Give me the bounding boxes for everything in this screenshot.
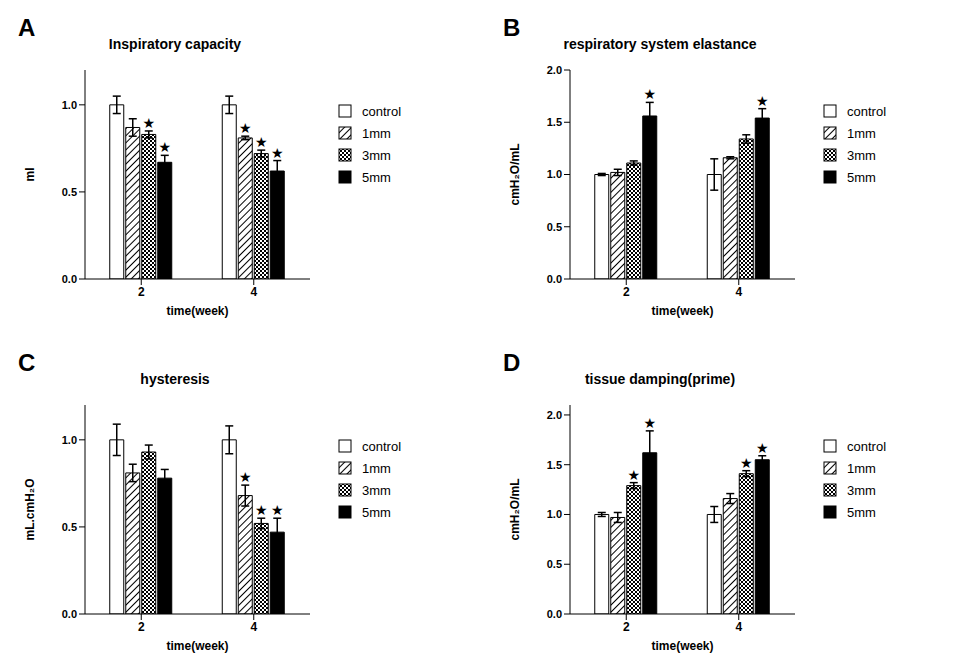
svg-text:2: 2 xyxy=(138,620,145,634)
svg-text:time(week): time(week) xyxy=(651,639,713,653)
svg-text:★: ★ xyxy=(627,467,640,483)
html-text:tissue damping(prime): tissue damping(prime) xyxy=(584,371,736,387)
html-text:5mm: 5mm xyxy=(362,169,391,185)
html-text:Inspiratory capacity: Inspiratory capacity xyxy=(108,36,242,52)
svg-text:0.0: 0.0 xyxy=(547,608,562,620)
svg-text:0.5: 0.5 xyxy=(62,186,77,198)
html-text:5mm: 5mm xyxy=(847,504,876,520)
svg-text:1.0: 1.0 xyxy=(547,508,562,520)
html-text:3mm: 3mm xyxy=(362,147,391,163)
svg-text:★: ★ xyxy=(756,440,769,456)
svg-text:0.0: 0.0 xyxy=(62,608,77,620)
svg-text:2: 2 xyxy=(138,285,145,299)
html-text:control: control xyxy=(847,103,886,119)
svg-text:1.0: 1.0 xyxy=(62,434,77,446)
svg-text:4: 4 xyxy=(250,285,257,299)
html-text:3mm: 3mm xyxy=(362,482,391,498)
html-text:3mm: 3mm xyxy=(847,147,876,163)
svg-text:time(week): time(week) xyxy=(651,304,713,318)
svg-text:★: ★ xyxy=(756,93,769,109)
svg-text:★: ★ xyxy=(255,134,268,150)
svg-text:★: ★ xyxy=(142,115,155,131)
html-text:hysteresis: hysteresis xyxy=(140,371,210,387)
html-text:1mm: 1mm xyxy=(847,125,876,141)
svg-text:★: ★ xyxy=(239,120,252,136)
svg-text:2: 2 xyxy=(623,620,630,634)
svg-text:1.5: 1.5 xyxy=(547,116,562,128)
svg-text:★: ★ xyxy=(740,455,753,471)
html-text:5mm: 5mm xyxy=(847,169,876,185)
svg-text:mL.cmH₂O: mL.cmH₂O xyxy=(23,478,37,540)
html-text:control: control xyxy=(362,438,401,454)
svg-text:2.0: 2.0 xyxy=(547,64,562,76)
svg-text:cmH₂O/mL: cmH₂O/mL xyxy=(508,478,522,540)
svg-text:0.5: 0.5 xyxy=(547,558,562,570)
svg-text:★: ★ xyxy=(271,502,284,518)
html-text:respiratory system elastance: respiratory system elastance xyxy=(563,36,757,52)
svg-text:★: ★ xyxy=(643,415,656,431)
svg-text:1.5: 1.5 xyxy=(547,459,562,471)
svg-text:1.0: 1.0 xyxy=(547,168,562,180)
html-text:1mm: 1mm xyxy=(847,460,876,476)
svg-text:2: 2 xyxy=(623,285,630,299)
svg-text:4: 4 xyxy=(735,285,742,299)
html-text:control: control xyxy=(362,103,401,119)
svg-text:time(week): time(week) xyxy=(166,639,228,653)
svg-text:0.5: 0.5 xyxy=(62,521,77,533)
svg-text:0.0: 0.0 xyxy=(547,273,562,285)
svg-text:0.5: 0.5 xyxy=(547,221,562,233)
html-text:C: C xyxy=(18,349,36,376)
html-text:D: D xyxy=(503,349,521,376)
svg-text:★: ★ xyxy=(239,469,252,485)
svg-text:★: ★ xyxy=(158,139,171,155)
svg-text:ml: ml xyxy=(23,167,37,181)
html-text:1mm: 1mm xyxy=(362,125,391,141)
svg-text:0.0: 0.0 xyxy=(62,273,77,285)
html-text:B: B xyxy=(503,14,521,41)
svg-text:2.0: 2.0 xyxy=(547,409,562,421)
html-text:3mm: 3mm xyxy=(847,482,876,498)
svg-text:4: 4 xyxy=(250,620,257,634)
html-text:control: control xyxy=(847,438,886,454)
svg-text:4: 4 xyxy=(735,620,742,634)
svg-text:cmH₂O/mL: cmH₂O/mL xyxy=(508,143,522,205)
html-text:1mm: 1mm xyxy=(362,460,391,476)
html-text:5mm: 5mm xyxy=(362,504,391,520)
svg-text:1.0: 1.0 xyxy=(62,99,77,111)
svg-text:★: ★ xyxy=(255,502,268,518)
html-text:A: A xyxy=(18,14,36,41)
svg-text:★: ★ xyxy=(271,145,284,161)
svg-text:time(week): time(week) xyxy=(166,304,228,318)
svg-text:★: ★ xyxy=(643,86,656,102)
